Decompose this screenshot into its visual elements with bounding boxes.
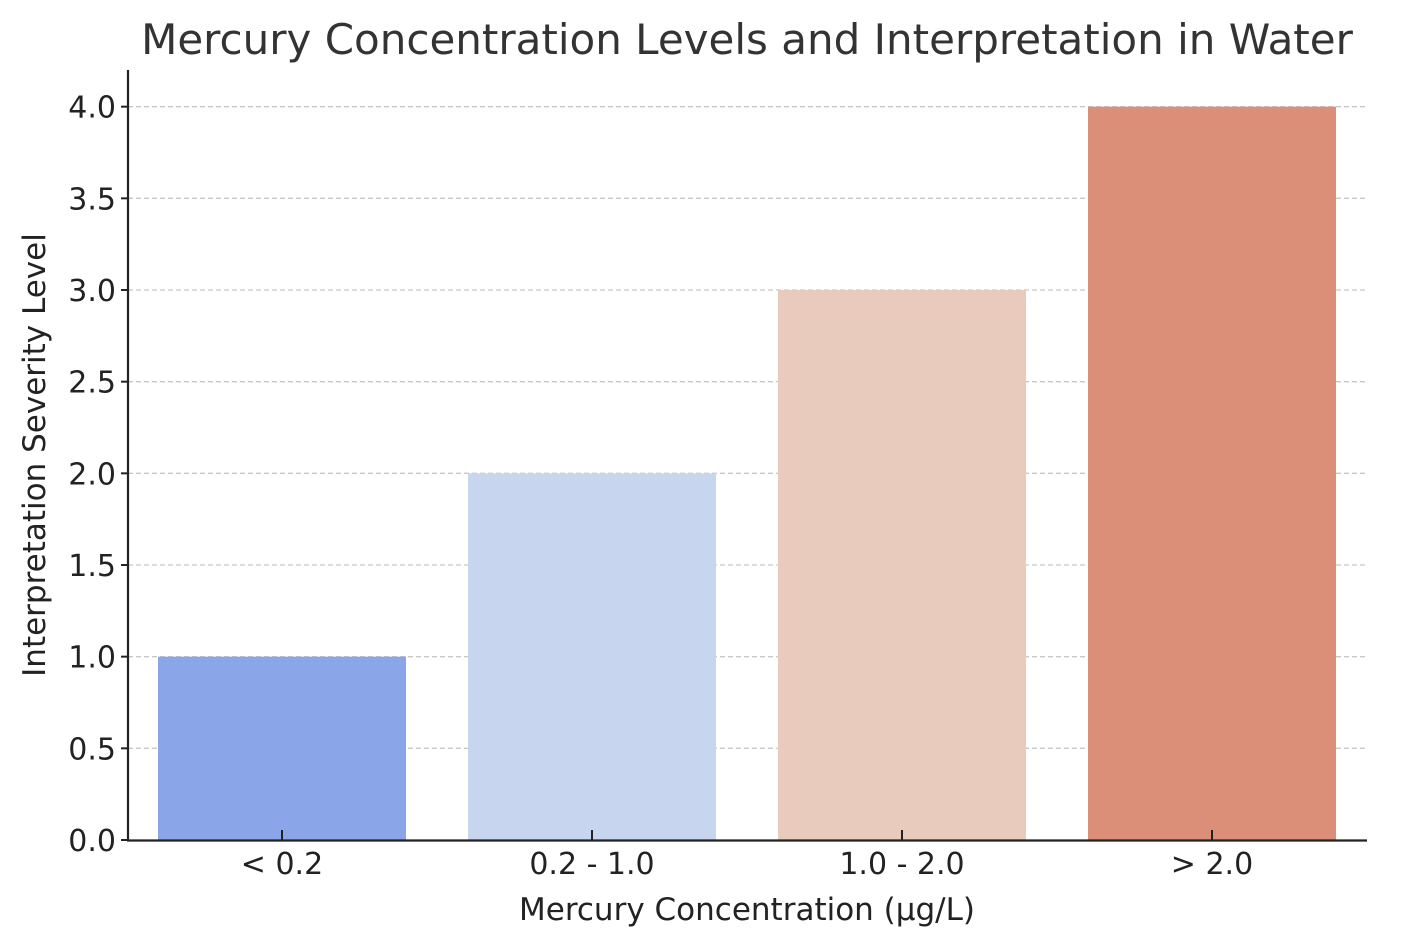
bars bbox=[158, 106, 1336, 840]
bar bbox=[1088, 106, 1336, 840]
x-tick-label: 0.2 - 1.0 bbox=[529, 847, 654, 882]
y-tick-label: 1.5 bbox=[68, 549, 116, 584]
y-tick-label: 0.0 bbox=[68, 824, 116, 859]
bar bbox=[468, 473, 716, 840]
x-axis-label: Mercury Concentration (µg/L) bbox=[519, 892, 975, 928]
y-tick-label: 4.0 bbox=[68, 91, 116, 126]
y-tick-label: 1.0 bbox=[68, 641, 116, 676]
y-tick-label: 0.5 bbox=[68, 732, 116, 767]
y-tick-label: 3.0 bbox=[68, 274, 116, 309]
chart-title: Mercury Concentration Levels and Interpr… bbox=[141, 15, 1353, 64]
y-ticks: 0.0 0.5 1.0 1.5 2.0 2.5 3.0 3.5 4.0 bbox=[68, 91, 128, 859]
x-tick-label: 1.0 - 2.0 bbox=[839, 847, 964, 882]
x-tick-label: < 0.2 bbox=[241, 847, 323, 882]
bar bbox=[778, 290, 1026, 840]
y-tick-label: 2.5 bbox=[68, 366, 116, 401]
x-ticks: < 0.2 0.2 - 1.0 1.0 - 2.0 > 2.0 bbox=[241, 830, 1253, 882]
y-axis-label: Interpretation Severity Level bbox=[17, 233, 53, 677]
bar bbox=[158, 656, 406, 840]
y-tick-label: 2.0 bbox=[68, 457, 116, 492]
y-tick-label: 3.5 bbox=[68, 182, 116, 217]
x-tick-label: > 2.0 bbox=[1171, 847, 1253, 882]
